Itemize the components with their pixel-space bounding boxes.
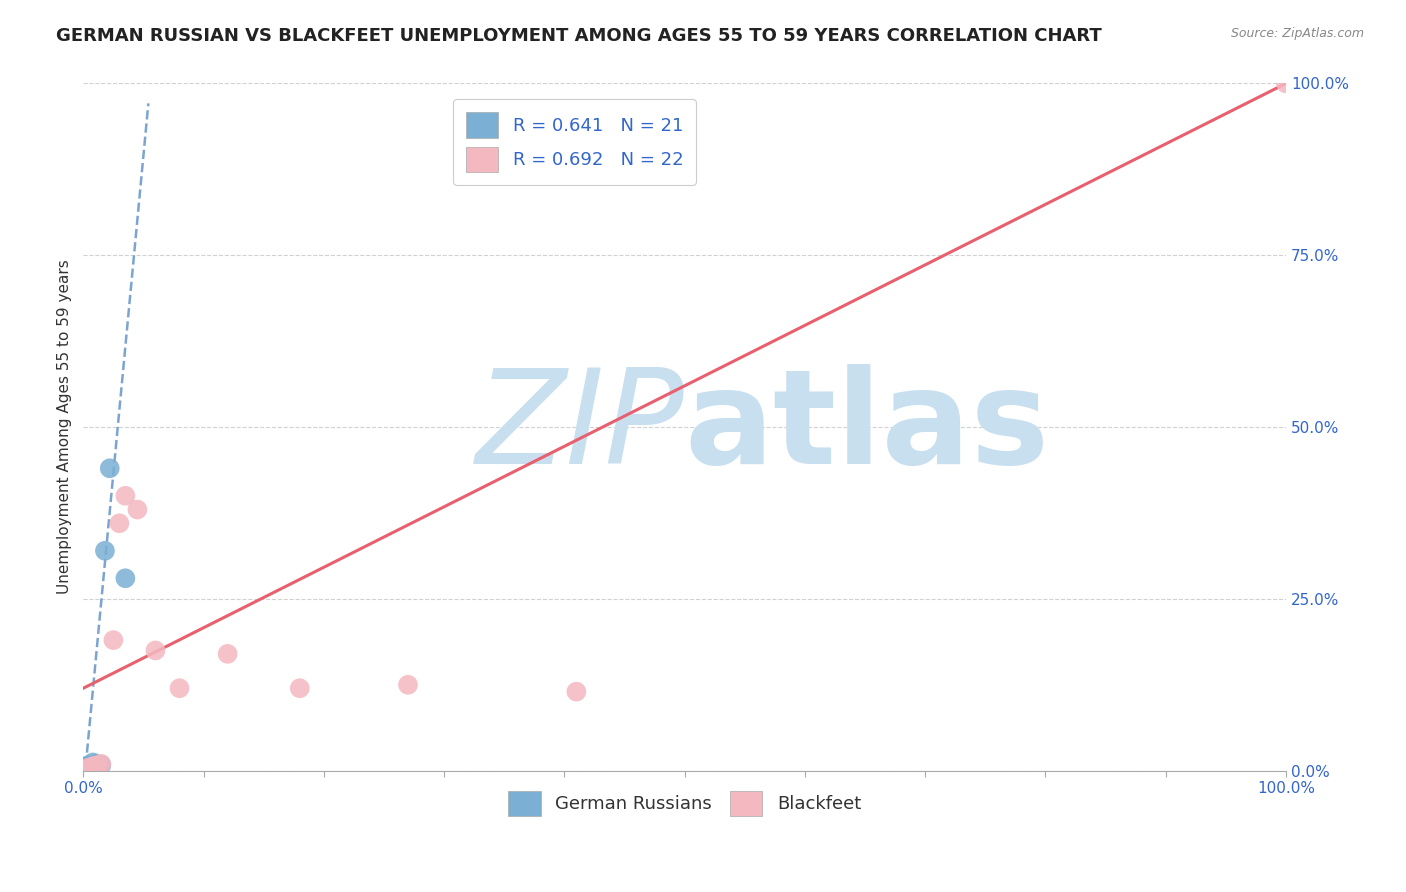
Text: GERMAN RUSSIAN VS BLACKFEET UNEMPLOYMENT AMONG AGES 55 TO 59 YEARS CORRELATION C: GERMAN RUSSIAN VS BLACKFEET UNEMPLOYMENT…	[56, 27, 1102, 45]
Point	[79, 762, 101, 776]
Point	[84, 759, 107, 773]
Point	[288, 681, 311, 696]
Point	[127, 502, 149, 516]
Point	[217, 647, 239, 661]
Point	[83, 759, 105, 773]
Point	[79, 759, 101, 773]
Legend: German Russians, Blackfeet: German Russians, Blackfeet	[501, 783, 869, 823]
Point	[114, 571, 136, 585]
Point	[1275, 77, 1298, 91]
Point	[80, 762, 103, 776]
Point	[79, 762, 101, 776]
Point	[76, 762, 98, 776]
Point	[84, 756, 107, 771]
Point	[87, 760, 110, 774]
Point	[82, 756, 104, 770]
Point	[79, 761, 101, 775]
Point	[103, 633, 125, 648]
Point	[90, 756, 112, 771]
Point	[94, 543, 117, 558]
Point	[79, 762, 101, 776]
Point	[79, 760, 101, 774]
Point	[80, 761, 103, 775]
Point	[87, 758, 110, 772]
Y-axis label: Unemployment Among Ages 55 to 59 years: Unemployment Among Ages 55 to 59 years	[58, 260, 72, 594]
Point	[80, 760, 103, 774]
Text: ZIP: ZIP	[475, 364, 685, 491]
Point	[76, 762, 98, 776]
Point	[108, 516, 131, 531]
Point	[114, 489, 136, 503]
Point	[396, 678, 419, 692]
Point	[82, 759, 104, 773]
Point	[98, 461, 121, 475]
Point	[565, 684, 588, 698]
Point	[77, 761, 100, 775]
Point	[79, 760, 101, 774]
Point	[83, 759, 105, 773]
Text: Source: ZipAtlas.com: Source: ZipAtlas.com	[1230, 27, 1364, 40]
Point	[77, 762, 100, 776]
Point	[145, 643, 167, 657]
Text: atlas: atlas	[685, 364, 1050, 491]
Point	[90, 758, 112, 772]
Point	[169, 681, 191, 696]
Point	[87, 757, 110, 772]
Point	[84, 760, 107, 774]
Point	[76, 759, 98, 773]
Point	[77, 758, 100, 772]
Point	[82, 761, 104, 775]
